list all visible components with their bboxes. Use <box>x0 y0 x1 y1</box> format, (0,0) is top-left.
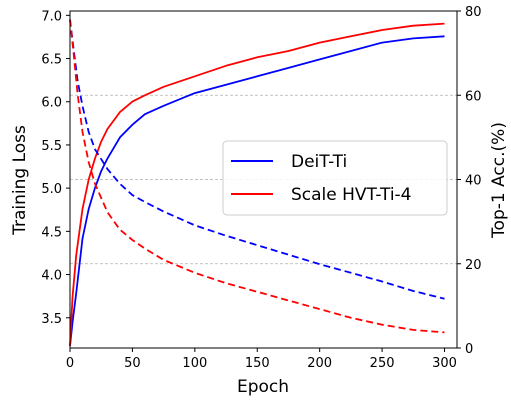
y-left-tick-label: 7.0 <box>41 9 62 24</box>
series-line-deit-ti-accuracy <box>69 35 445 346</box>
series-line-deit-ti-loss <box>69 19 445 300</box>
y-left-tick-label: 4.0 <box>41 269 62 284</box>
y-left-tick-label: 6.0 <box>41 96 62 111</box>
x-tick-label: 150 <box>245 356 270 371</box>
y-right-tick-label: 40 <box>465 174 482 189</box>
y-right-axis-title: Top-1 Acc.(%) <box>489 122 509 239</box>
series-line-scale-hvt-ti-4-accuracy <box>69 22 445 346</box>
x-tick-label: 300 <box>432 356 457 371</box>
legend-label-scale-hvt-ti-4: Scale HVT-Ti-4 <box>291 185 412 205</box>
series-line-scale-hvt-ti-4-loss <box>69 19 445 334</box>
x-tick-label: 0 <box>66 356 74 371</box>
y-right-tick-label: 80 <box>465 5 482 20</box>
legend-label-deit-ti: DeiT-Ti <box>291 152 347 172</box>
legend-box <box>222 140 448 216</box>
x-axis-title: Epoch <box>237 377 289 396</box>
legend: DeiT-Ti Scale HVT-Ti-4 <box>222 140 448 216</box>
x-ticks: 0 50 100 150 200 250 300 <box>66 348 457 371</box>
y-left-tick-label: 5.5 <box>41 139 62 154</box>
x-tick-label: 250 <box>370 356 395 371</box>
y-left-tick-label: 4.5 <box>41 225 62 240</box>
y-left-ticks: 3.5 4.0 4.5 5.0 5.5 6.0 6.5 7.0 <box>41 9 70 327</box>
y-right-tick-label: 0 <box>465 342 473 357</box>
y-left-tick-label: 5.0 <box>41 182 62 197</box>
y-left-tick-label: 3.5 <box>41 312 62 327</box>
y-right-ticks: 0 20 40 60 80 <box>457 5 482 357</box>
y-left-tick-label: 6.5 <box>41 53 62 68</box>
y-left-axis-title: Training Loss <box>10 125 30 236</box>
y-right-tick-label: 20 <box>465 258 482 273</box>
x-tick-label: 100 <box>182 356 207 371</box>
series-lines <box>69 19 445 346</box>
y-right-tick-label: 60 <box>465 89 482 104</box>
x-tick-label: 50 <box>124 356 141 371</box>
x-tick-label: 200 <box>307 356 332 371</box>
